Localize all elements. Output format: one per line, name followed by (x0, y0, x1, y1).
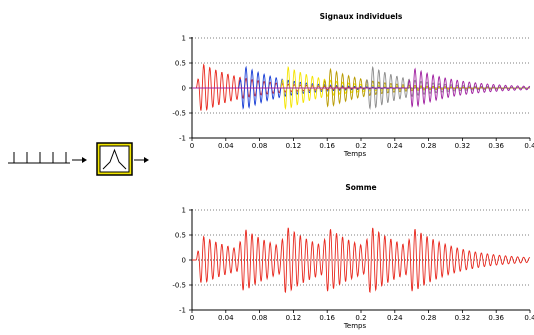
y-tick-label: 1 (182, 35, 186, 43)
x-tick-label: 0.16 (319, 314, 335, 322)
x-tick-label: 0.04 (218, 142, 234, 150)
x-tick-label: 0 (190, 314, 194, 322)
x-tick-label: 0.36 (488, 142, 504, 150)
y-tick-label: 0.5 (175, 232, 186, 240)
x-tick-label: 0.2 (355, 142, 366, 150)
x-tick-label: 0.4 (524, 142, 534, 150)
x-tick-label: 0 (190, 142, 194, 150)
chart-individual-signals: Signaux individuels 1 0.5 0 -0.5 -1 0 0.04 0.08 0… (172, 12, 534, 158)
x-tick-label: 0.2 (355, 314, 366, 322)
x-tick-label: 0.32 (455, 142, 471, 150)
y-tick-label: -0.5 (172, 282, 186, 290)
filter-block-icon[interactable] (96, 142, 133, 176)
series-line-0 (192, 227, 531, 294)
x-tick-label: 0.04 (218, 314, 234, 322)
x-tick-label: 0.4 (524, 314, 534, 322)
chart-title: Somme (345, 183, 376, 192)
x-tick-label: 0.28 (421, 142, 437, 150)
chart-title: Signaux individuels (320, 12, 403, 21)
y-tick-label: 0 (182, 257, 186, 265)
x-tick-label: 0.16 (319, 142, 335, 150)
impulse-train-icon (8, 152, 87, 164)
y-tick-label: -1 (179, 135, 186, 143)
y-tick-label: 0 (182, 85, 186, 93)
x-tick-label: 0.08 (252, 142, 268, 150)
y-tick-label: -1 (179, 307, 186, 315)
x-tick-label: 0.24 (387, 142, 403, 150)
x-tick-label: 0.36 (488, 314, 504, 322)
x-tick-label: 0.24 (387, 314, 403, 322)
x-tick-label: 0.08 (252, 314, 268, 322)
x-tick-label: 0.12 (286, 142, 302, 150)
y-tick-label: -0.5 (172, 110, 186, 118)
x-axis-label: Temps (343, 150, 367, 158)
y-tick-label: 0.5 (175, 60, 186, 68)
output-arrow-icon (134, 157, 149, 163)
x-tick-label: 0.28 (421, 314, 437, 322)
x-axis-label: Temps (343, 322, 367, 330)
series-line-5 (192, 67, 531, 108)
chart-sum: Somme 1 0.5 0 -0.5 -1 0 0.04 0.08 0.12 0.16 0.2 0.24… (172, 183, 534, 330)
x-tick-label: 0.32 (455, 314, 471, 322)
y-tick-label: 1 (182, 207, 186, 215)
x-tick-label: 0.12 (286, 314, 302, 322)
